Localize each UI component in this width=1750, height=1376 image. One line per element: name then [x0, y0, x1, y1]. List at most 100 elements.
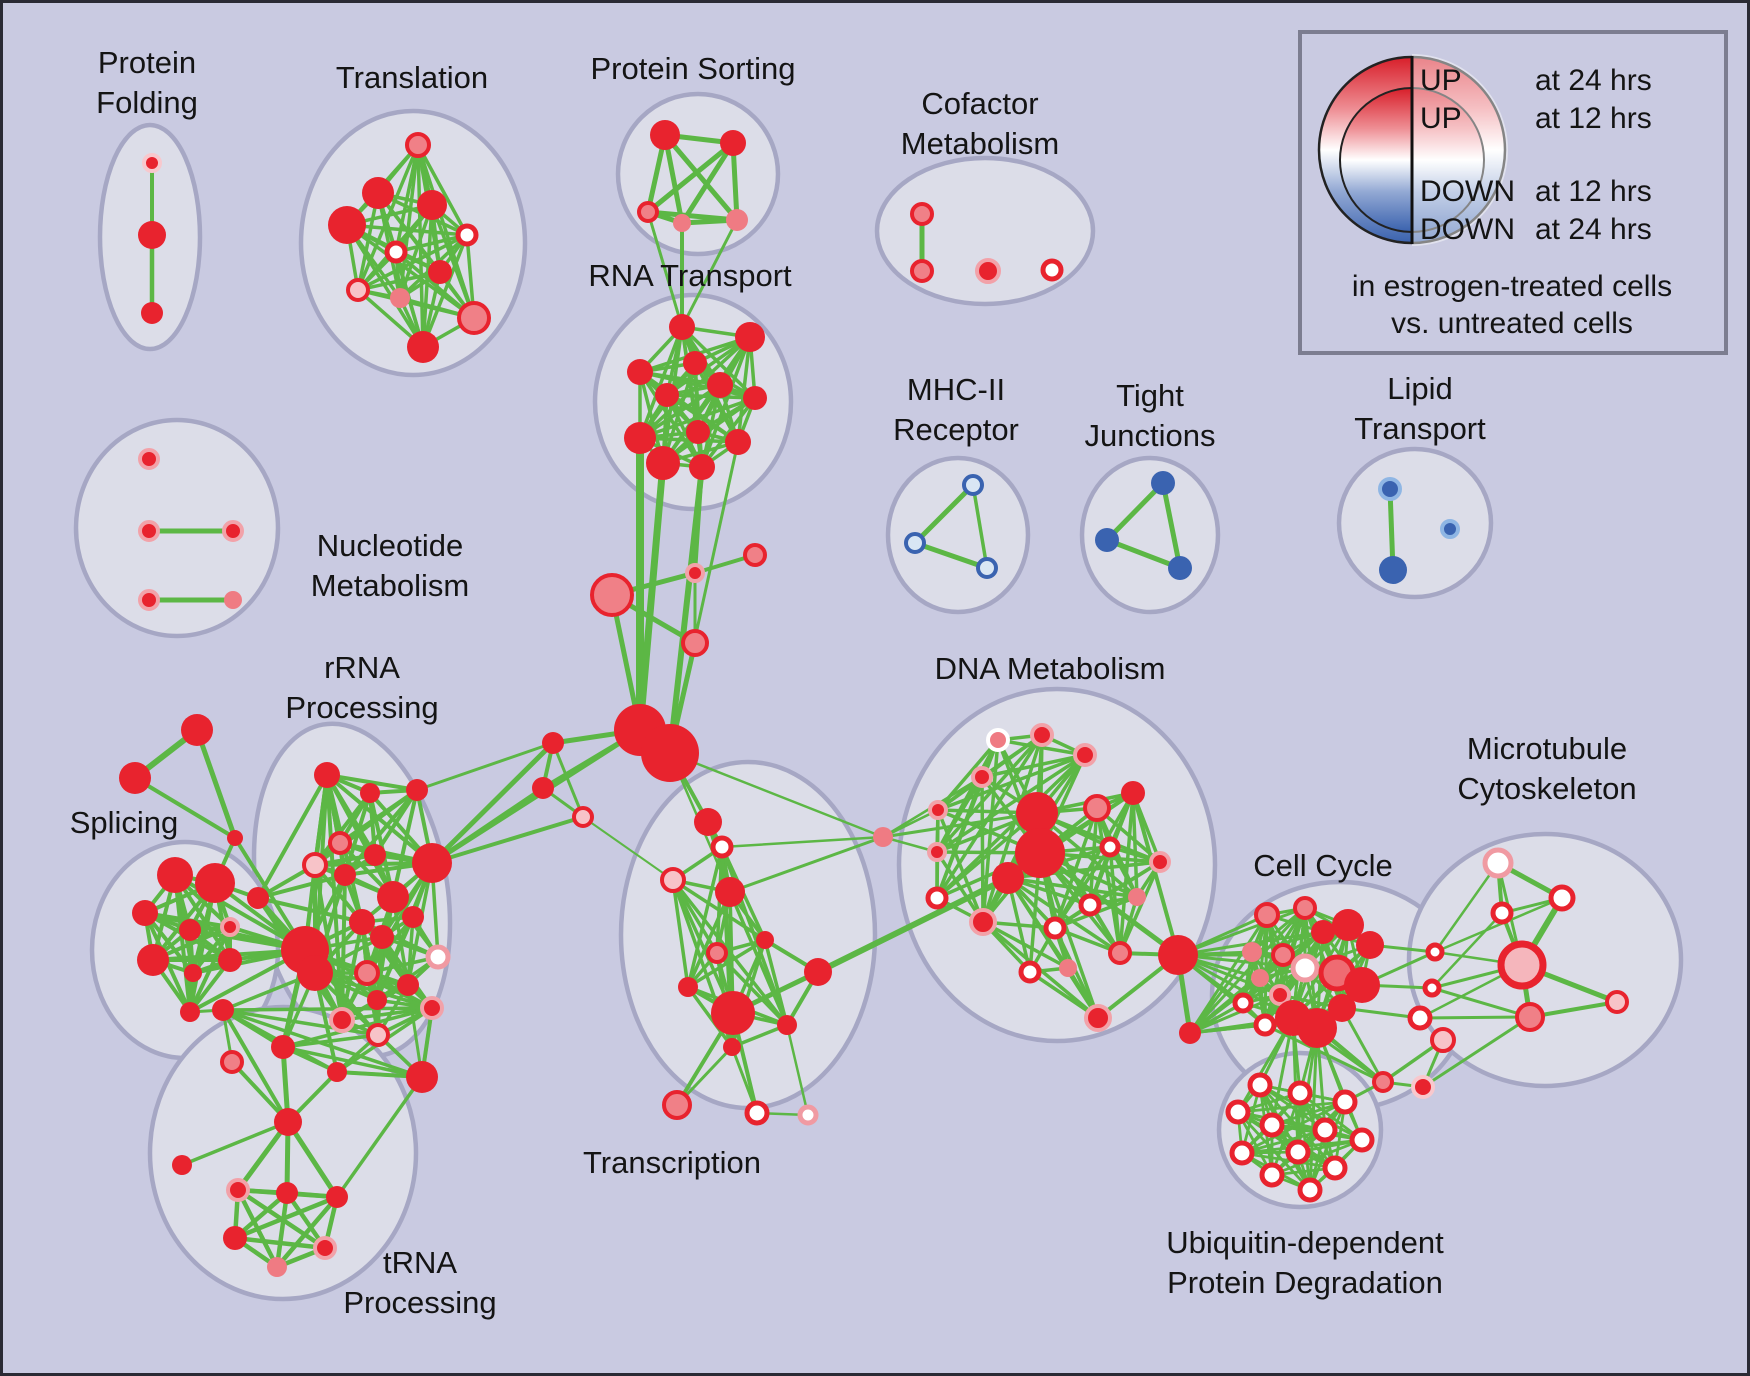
cluster-microtubule-cytoskeleton-label: Microtubule — [1467, 731, 1627, 766]
gene-node-180 — [1548, 884, 1576, 912]
edge — [345, 223, 425, 349]
edge — [715, 951, 789, 1027]
gene-node-77 — [364, 844, 386, 866]
gene-node-93 — [271, 1035, 295, 1059]
gene-node-36 — [1440, 519, 1460, 539]
edge — [1236, 1100, 1347, 1114]
cluster-transcription-label: Transcription — [583, 1145, 761, 1180]
edge — [391, 788, 419, 899]
edge — [345, 223, 469, 237]
edge — [1433, 896, 1564, 954]
edge — [188, 881, 217, 1014]
edge — [1104, 537, 1183, 571]
cluster-trna-processing-ellipse — [147, 1004, 419, 1302]
edge — [1250, 930, 1325, 954]
edge — [1340, 1006, 1385, 1084]
cluster-mhc-ii-receptor-label: MHC-II — [907, 372, 1005, 407]
gene-node-137 — [1043, 916, 1067, 940]
gene-node-41 — [655, 383, 679, 407]
edge — [281, 1006, 434, 1049]
gene-node-59 — [119, 762, 151, 794]
edge — [785, 1023, 810, 1117]
edge — [340, 1006, 434, 1022]
gene-node-134 — [1128, 888, 1146, 906]
gene-node-181 — [1490, 901, 1514, 925]
gene-node-75 — [328, 831, 352, 855]
gene-node-29 — [904, 532, 926, 554]
edge — [285, 1119, 340, 1200]
gene-node-57 — [572, 806, 594, 828]
gene-node-39 — [683, 351, 707, 375]
gene-node-12 — [457, 301, 491, 335]
gene-node-174 — [1229, 1140, 1255, 1166]
edge — [1263, 1023, 1385, 1084]
gene-node-118 — [797, 1104, 819, 1126]
gene-node-89 — [420, 996, 444, 1020]
gene-node-96 — [274, 1108, 302, 1136]
cluster-rna-transport-label: RNA Transport — [588, 258, 792, 293]
nodes — [119, 120, 1629, 1277]
gene-node-122 — [1073, 743, 1097, 767]
edge — [1188, 913, 1269, 1035]
edge — [700, 396, 757, 469]
edge — [638, 396, 757, 440]
gene-node-16 — [637, 201, 659, 223]
edge — [415, 741, 555, 792]
cluster-cofactor-metabolism-label: Metabolism — [901, 126, 1060, 161]
cluster-ubiquitin-degradation-label: Protein Degradation — [1167, 1265, 1443, 1300]
gene-node-65 — [220, 917, 240, 937]
gene-node-34 — [1378, 477, 1402, 501]
gene-node-157 — [1253, 1013, 1277, 1037]
gene-node-62 — [195, 863, 235, 903]
gene-node-73 — [360, 783, 380, 803]
edge — [429, 740, 556, 866]
legend-box — [1298, 30, 1728, 355]
gene-node-169 — [1332, 1089, 1358, 1115]
edge — [981, 920, 1070, 970]
edge — [380, 935, 434, 1010]
edge — [325, 773, 395, 899]
gene-node-38 — [735, 322, 765, 352]
gene-node-72 — [314, 762, 340, 788]
edge — [313, 773, 329, 867]
cluster-protein-sorting-label: Protein Sorting — [590, 51, 795, 86]
gene-node-125 — [928, 800, 948, 820]
gene-node-3 — [405, 132, 431, 158]
edge — [912, 540, 990, 571]
edge — [935, 811, 1039, 900]
edge — [736, 335, 752, 444]
gene-node-80 — [377, 881, 409, 913]
cluster-translation-label: Translation — [336, 60, 488, 95]
gene-node-131 — [1099, 836, 1121, 858]
gene-node-130 — [992, 862, 1024, 894]
edge — [335, 1075, 424, 1199]
gene-node-161 — [1372, 1071, 1394, 1093]
gene-node-151 — [1290, 953, 1320, 983]
edge — [665, 335, 752, 397]
gene-node-50 — [743, 543, 767, 567]
cluster-rrna-processing-label: rRNA — [324, 650, 400, 685]
gene-node-166 — [1430, 1027, 1456, 1053]
edge — [1118, 860, 1162, 955]
gene-node-30 — [976, 557, 998, 579]
edge — [1236, 1110, 1312, 1192]
edge — [815, 875, 1011, 975]
gene-node-140 — [1108, 941, 1132, 965]
cluster-labels: Protein Folding Translation Protein Sorting… — [70, 45, 1637, 1320]
gene-node-100 — [276, 1182, 298, 1204]
edge — [345, 223, 476, 320]
gene-node-175 — [1285, 1139, 1311, 1165]
edge — [1104, 480, 1166, 543]
gene-node-120 — [986, 728, 1010, 752]
gene-node-60 — [227, 830, 243, 846]
cluster-rrna-processing-label: Processing — [285, 690, 438, 725]
edge — [340, 873, 347, 1022]
gene-node-45 — [686, 420, 710, 444]
edge — [256, 896, 364, 924]
gene-node-91 — [366, 1023, 390, 1047]
edge — [686, 985, 734, 1049]
edge — [662, 132, 740, 223]
gene-node-78 — [334, 864, 356, 886]
gene-node-27 — [224, 591, 242, 609]
